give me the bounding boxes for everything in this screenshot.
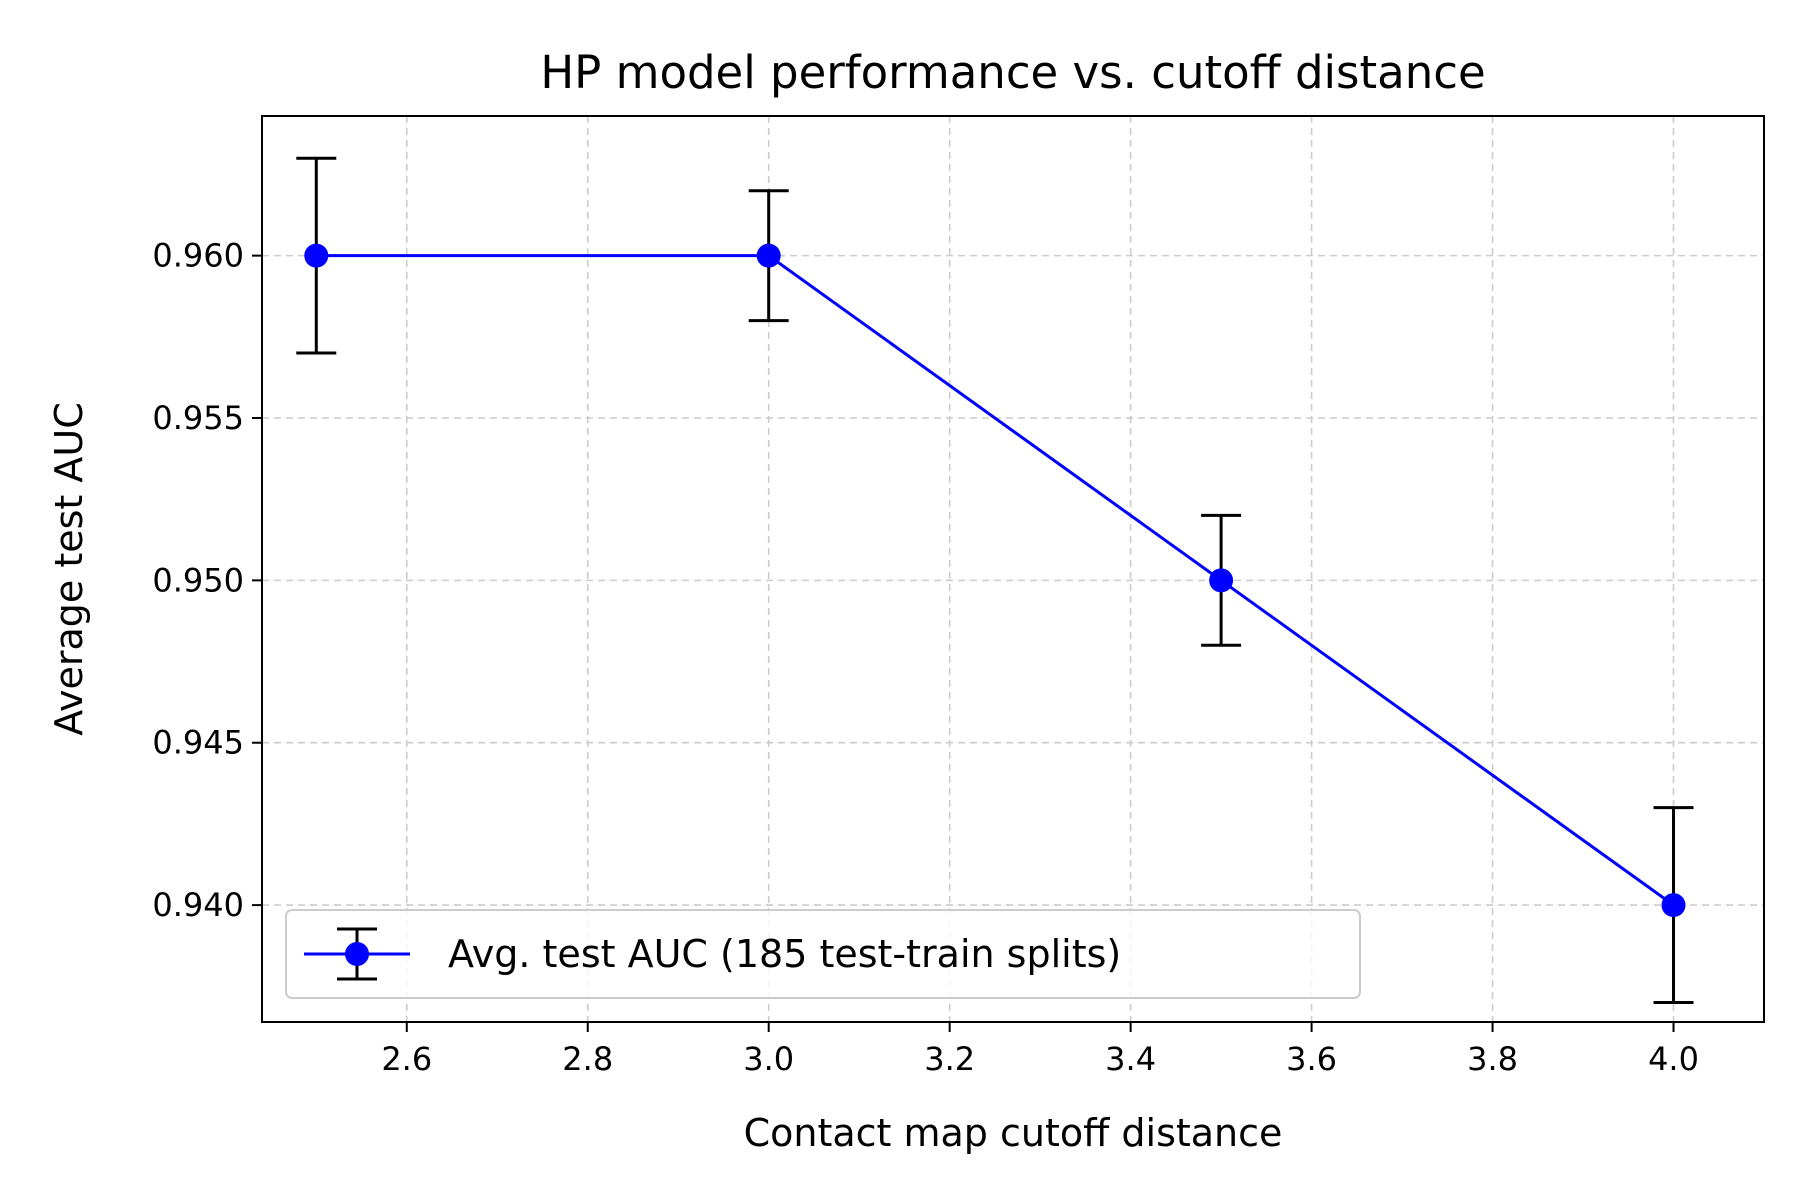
x-axis-label: Contact map cutoff distance: [744, 1111, 1283, 1155]
x-tick-label: 3.6: [1286, 1040, 1337, 1078]
legend-label: Avg. test AUC (185 test-train splits): [448, 932, 1121, 976]
x-tick-label: 3.0: [743, 1040, 794, 1078]
x-tick-label: 2.6: [381, 1040, 432, 1078]
x-tick-label: 4.0: [1648, 1040, 1699, 1078]
data-point: [1661, 893, 1686, 918]
data-point: [1209, 568, 1234, 593]
y-tick-label: 0.940: [152, 886, 244, 924]
legend-marker: [345, 942, 369, 966]
plot-frame: [261, 115, 1765, 1023]
y-tick-label: 0.950: [152, 561, 244, 599]
legend-handle: [304, 927, 410, 981]
chart-title: HP model performance vs. cutoff distance: [540, 46, 1485, 99]
y-tick-label: 0.955: [152, 399, 244, 437]
x-tick-label: 3.4: [1105, 1040, 1156, 1078]
y-tick-label: 0.945: [152, 724, 244, 762]
x-tick-label: 3.8: [1467, 1040, 1518, 1078]
y-axis-label: Average test AUC: [47, 402, 91, 736]
x-tick-label: 2.8: [562, 1040, 613, 1078]
data-point: [756, 243, 781, 268]
legend: Avg. test AUC (185 test-train splits): [285, 909, 1361, 999]
x-tick-label: 3.2: [924, 1040, 975, 1078]
series-line: [316, 254, 1675, 907]
data-point: [304, 243, 329, 268]
legend-box: [285, 909, 1361, 999]
tick-layer: 2.6 2.8 3.0 3.2 3.4 3.6 3.8 4.0 0.940 0.945 0.950 0…: [152, 237, 1699, 1078]
y-tick-label: 0.960: [152, 237, 244, 275]
series-layer: [296, 156, 1694, 1005]
